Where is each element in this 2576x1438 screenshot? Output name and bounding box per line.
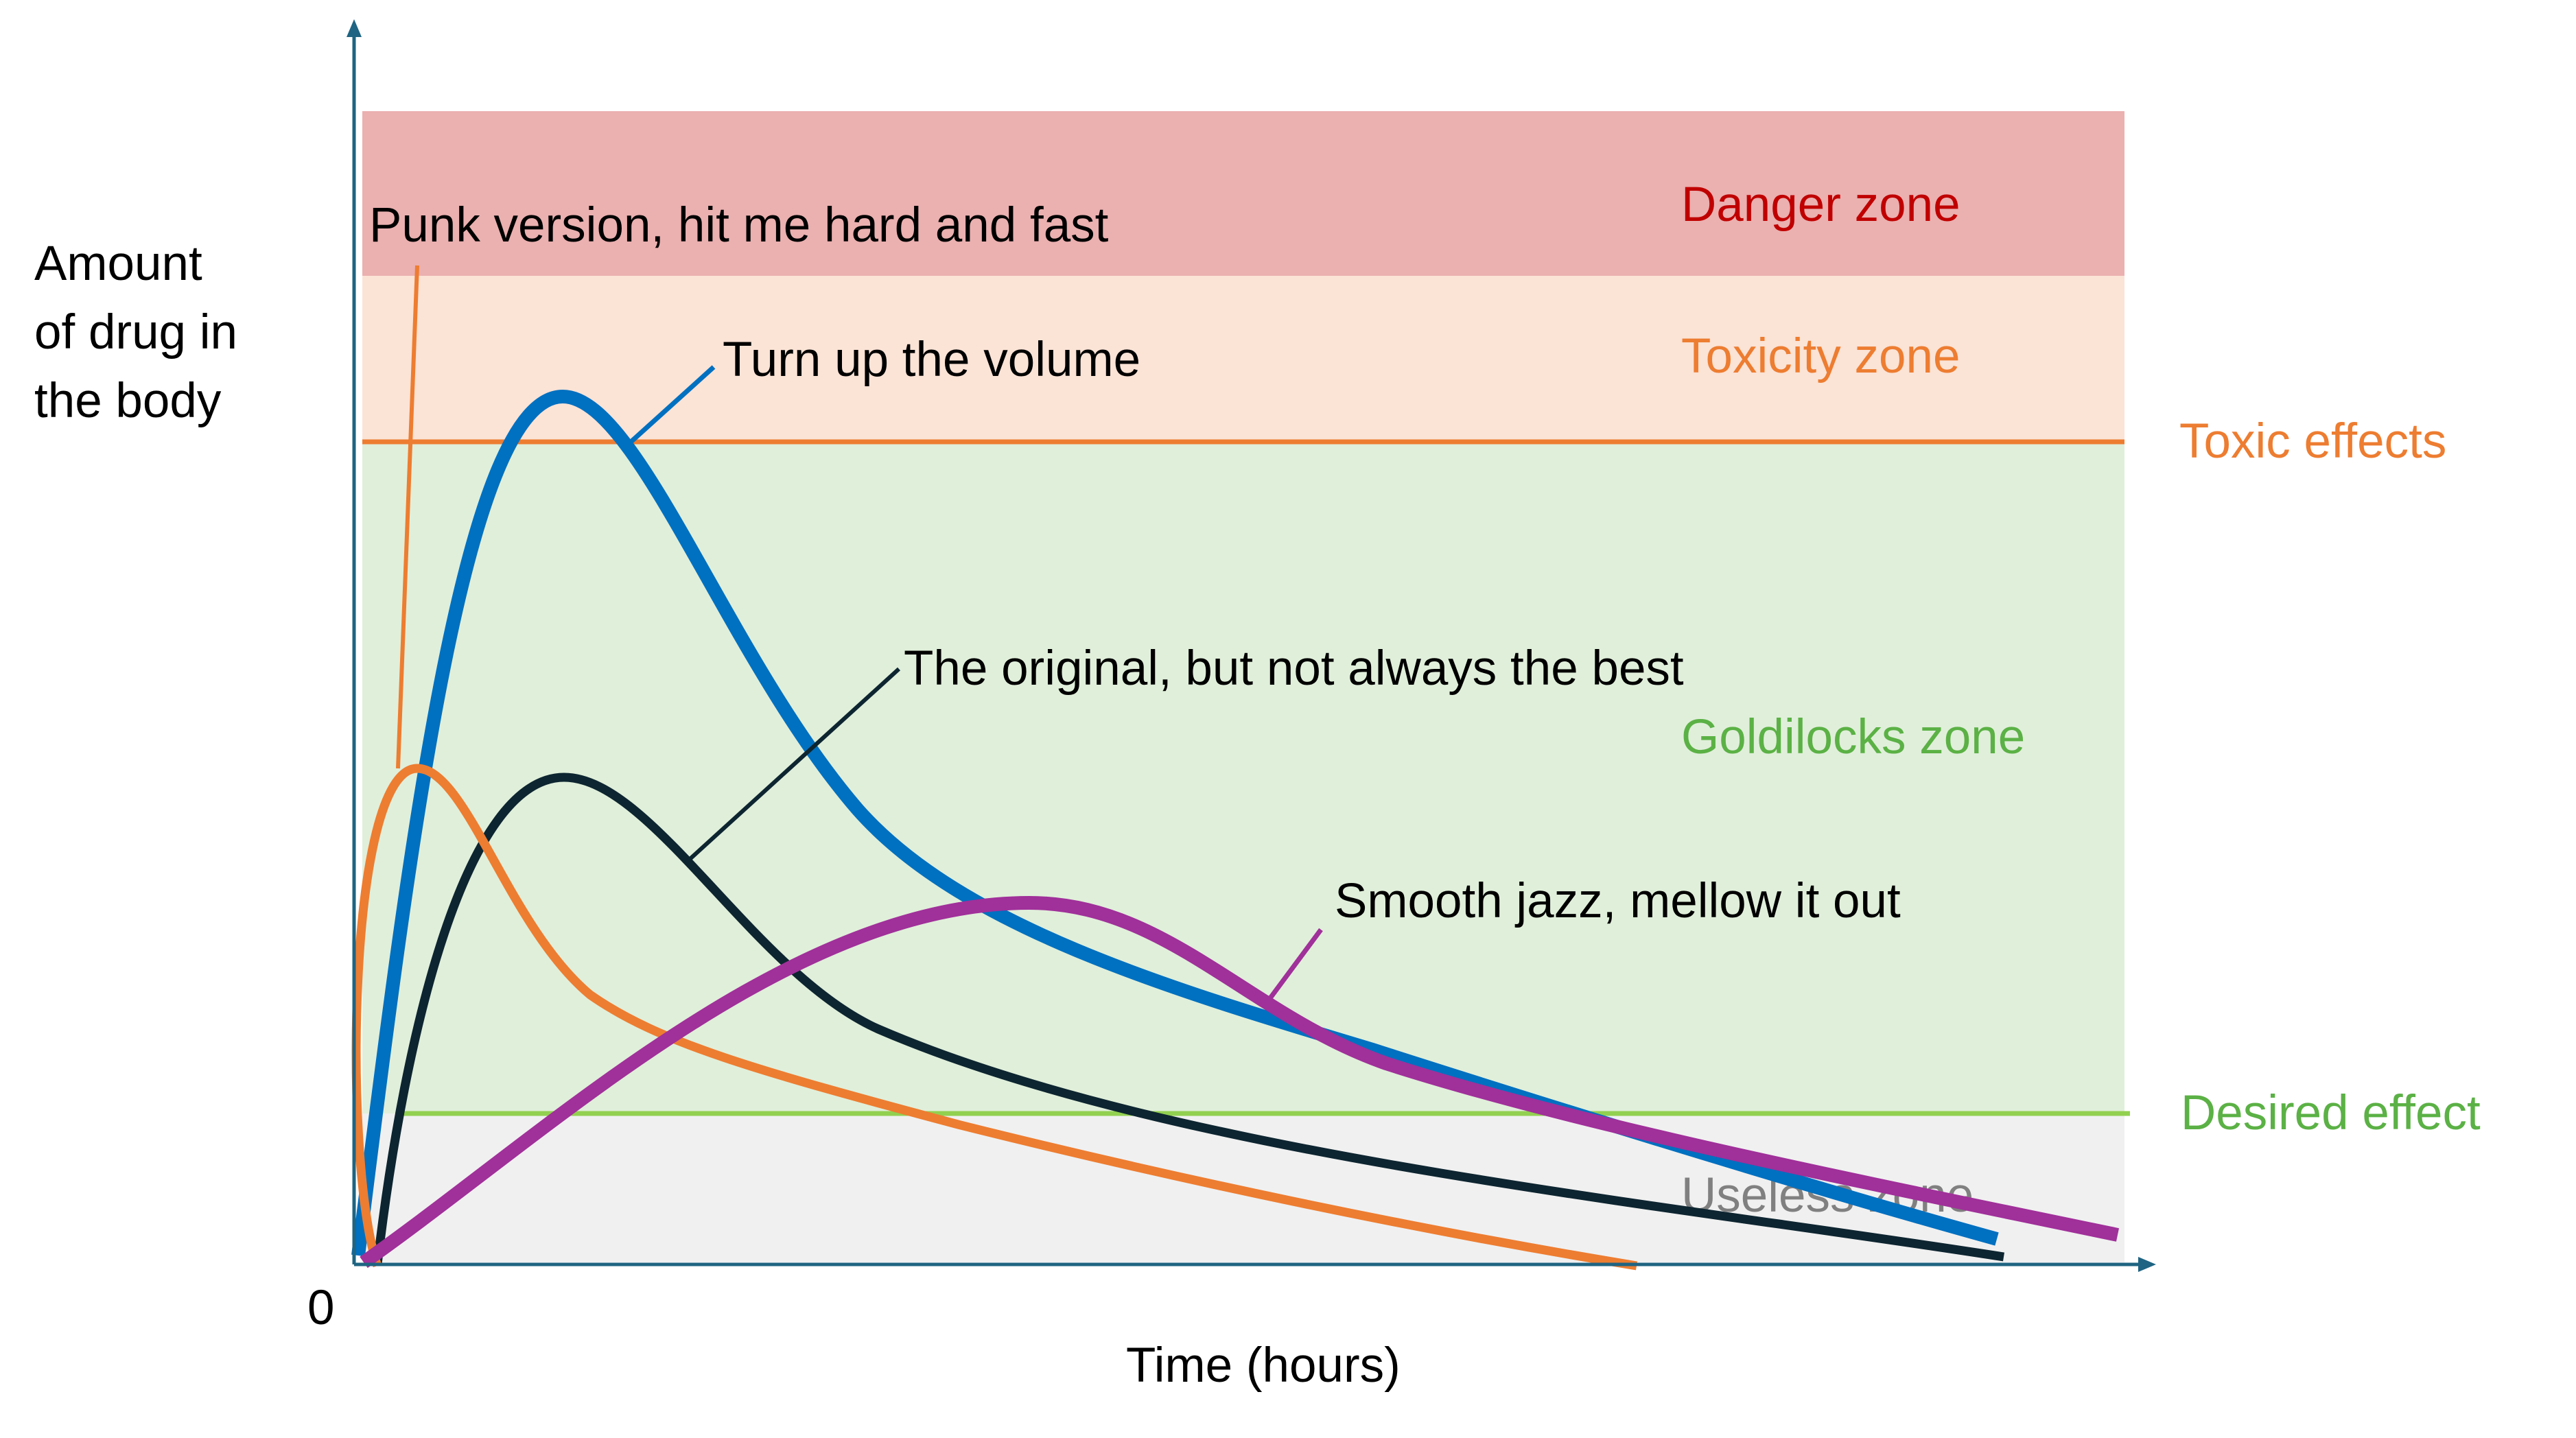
curve-smooth-jazz	[360, 895, 2120, 1269]
toxicity-zone-band	[362, 276, 2124, 442]
curve-punk-version	[351, 764, 1638, 1271]
label-turn-up-the-volume: Turn up the volume	[723, 333, 1140, 387]
y-axis-label: Amount of drug in the body	[34, 237, 238, 428]
origin-label: 0	[307, 1281, 335, 1335]
desired-effect-label: Desired effect	[2181, 1086, 2481, 1140]
x-axis-arrowhead	[2138, 1257, 2156, 1272]
goldilocks-zone-label: Goldilocks zone	[1681, 710, 2025, 764]
callout-line-turn-up-the-volume	[626, 365, 716, 447]
danger-zone-label: Danger zone	[1681, 178, 1960, 232]
toxicity-zone-label: Toxicity zone	[1681, 329, 1960, 384]
goldilocks-zone-band	[362, 442, 2124, 1113]
label-the-original: The original, but not always the best	[904, 641, 1684, 696]
label-smooth-jazz: Smooth jazz, mellow it out	[1335, 874, 1901, 928]
curve-the-original	[373, 773, 2004, 1264]
label-punk-version: Punk version, hit me hard and fast	[369, 198, 1109, 252]
y-axis-arrowhead	[347, 19, 362, 37]
callout-line-smooth-jazz	[1264, 928, 1323, 1006]
toxic-effects-label: Toxic effects	[2179, 414, 2446, 469]
callout-line-punk-version	[396, 265, 419, 769]
x-axis-label: Time (hours)	[1126, 1339, 1401, 1393]
callout-line-the-original	[684, 667, 901, 864]
danger-zone-band	[362, 111, 2124, 276]
